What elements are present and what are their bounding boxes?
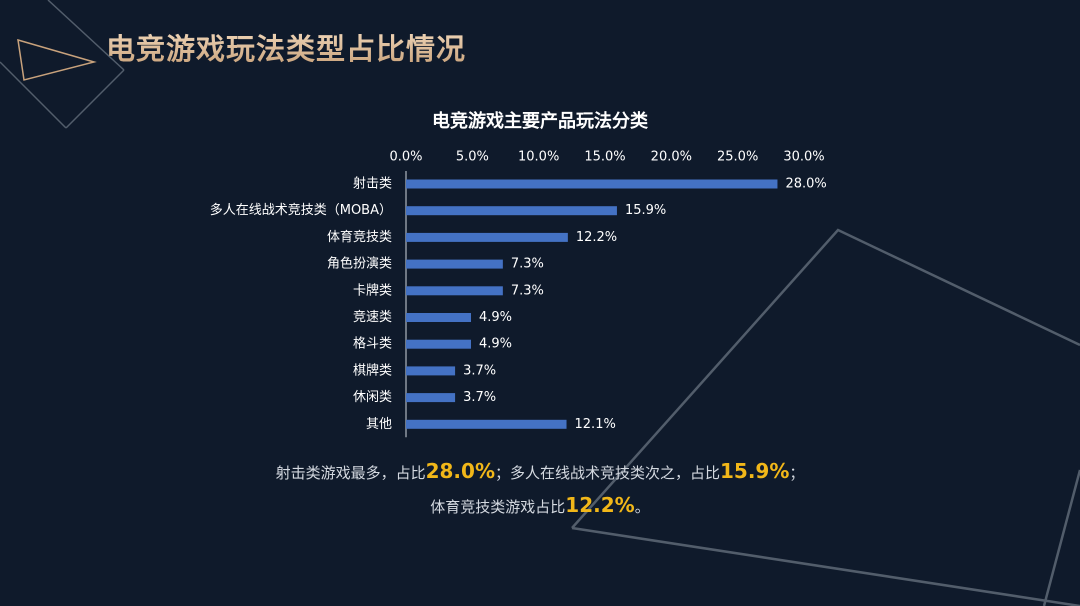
summary-highlight-value: 12.2% <box>565 493 635 517</box>
x-tick-label: 5.0% <box>456 150 489 165</box>
summary-line-1: 射击类游戏最多，占比28.0%；多人在线战术竞技类次之，占比15.9%； <box>0 459 1080 483</box>
x-tick-label: 25.0% <box>717 150 758 165</box>
data-label: 3.7% <box>463 363 496 378</box>
category-label: 其他 <box>366 417 392 432</box>
summary-highlight-value: 28.0% <box>425 459 495 483</box>
category-label: 多人在线战术竞技类（MOBA） <box>210 202 392 218</box>
category-label: 休闲类 <box>353 390 392 405</box>
bar <box>406 419 567 429</box>
bar <box>406 232 568 242</box>
summary-text: ；多人在线战术竞技类次之，占比 <box>494 464 720 482</box>
data-label: 12.2% <box>576 230 617 245</box>
bar <box>406 179 778 189</box>
corner-line-deco <box>0 61 67 129</box>
x-tick-label: 10.0% <box>518 150 559 165</box>
summary-text: 射击类游戏最多，占比 <box>275 464 426 482</box>
bar <box>406 366 456 376</box>
large-triangle-deco <box>571 228 1080 529</box>
large-triangle-deco <box>571 526 1080 606</box>
category-label: 体育竞技类 <box>327 229 392 245</box>
category-label: 格斗类 <box>353 336 392 352</box>
bar <box>406 339 472 349</box>
summary-highlight-value: 15.9% <box>720 459 790 483</box>
summary-text: ； <box>789 464 805 482</box>
bar <box>406 313 472 322</box>
summary-line-2: 体育竞技类游戏占比12.2%。 <box>0 493 1080 517</box>
x-tick-label: 20.0% <box>651 150 692 165</box>
summary-text: 。 <box>634 498 650 516</box>
category-label: 竞速类 <box>353 309 392 325</box>
gold-triangle-deco <box>17 38 97 81</box>
category-label: 棋牌类 <box>353 362 392 378</box>
corner-line-deco <box>47 0 125 71</box>
page-title: 电竞游戏玩法类型占比情况 <box>106 26 466 68</box>
category-label: 角色扮演类 <box>327 256 392 272</box>
chart-title: 电竞游戏主要产品玩法分类 <box>432 111 648 132</box>
x-tick-label: 0.0% <box>389 150 422 165</box>
summary-text: 体育竞技类游戏占比 <box>430 498 566 516</box>
bar <box>406 206 617 216</box>
diagonal-line-deco <box>1042 469 1080 606</box>
bar <box>406 393 456 403</box>
data-label: 15.9% <box>625 203 666 218</box>
data-label: 7.3% <box>511 257 544 272</box>
data-label: 28.0% <box>785 177 826 192</box>
data-label: 4.9% <box>479 310 512 325</box>
bar <box>406 259 503 269</box>
bar <box>406 286 503 296</box>
data-label: 12.1% <box>575 417 616 432</box>
x-tick-label: 30.0% <box>783 150 824 165</box>
data-label: 7.3% <box>511 283 544 298</box>
data-label: 4.9% <box>479 337 512 352</box>
data-label: 3.7% <box>463 390 496 405</box>
corner-line-deco <box>65 69 125 129</box>
category-label: 卡牌类 <box>353 282 392 298</box>
category-label: 射击类 <box>353 176 392 192</box>
x-tick-label: 15.0% <box>584 150 625 165</box>
